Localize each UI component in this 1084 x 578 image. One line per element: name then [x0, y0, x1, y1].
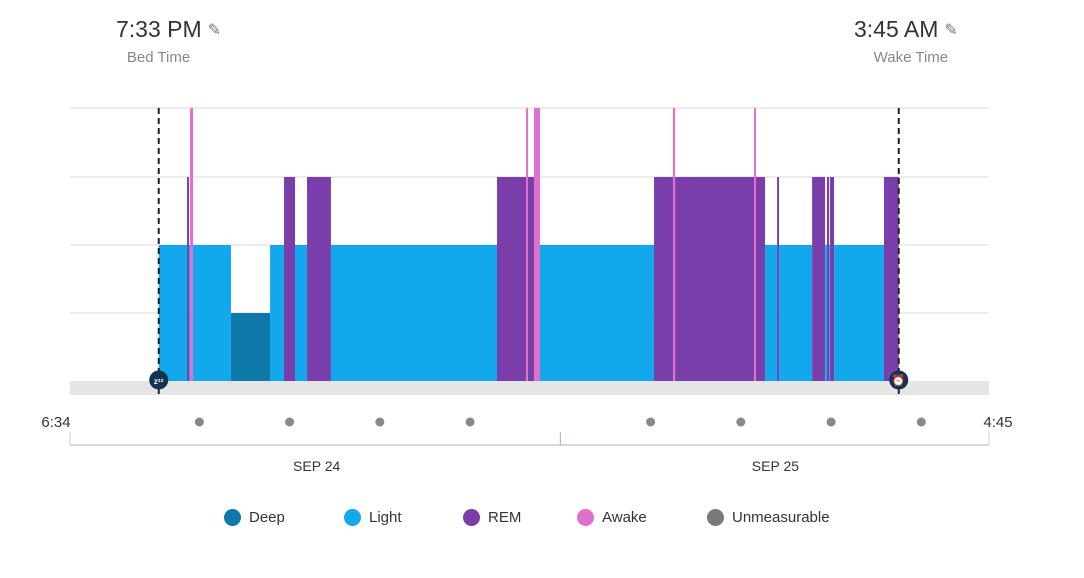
sleep-stage-chart: zᶻᶻ ⏰ 6:34 4:45 SEP 24 SEP 25	[41, 107, 1013, 474]
segment-awake	[754, 108, 757, 381]
segment-light	[825, 245, 828, 381]
segment-light	[188, 245, 191, 381]
wake-time-value: 3:45 AM	[854, 16, 939, 42]
legend-item-unmeasurable[interactable]: Unmeasurable	[707, 509, 830, 526]
segment-light	[540, 245, 655, 381]
legend-item-deep[interactable]: Deep	[224, 509, 285, 526]
segment-rem	[830, 177, 835, 381]
legend-label: Awake	[602, 509, 647, 526]
segment-awake	[534, 108, 541, 381]
legend-label: Light	[369, 509, 402, 526]
legend-label: REM	[488, 509, 522, 526]
segment-light	[158, 245, 188, 381]
legend-label: Unmeasurable	[732, 509, 830, 526]
segment-awake	[672, 108, 676, 381]
hour-dot	[646, 417, 656, 427]
baseline-band	[70, 381, 989, 395]
legend-item-light[interactable]: Light	[344, 509, 402, 526]
date-label: SEP 24	[293, 458, 340, 474]
legend-item-awake[interactable]: Awake	[577, 509, 647, 526]
hour-dot	[375, 417, 385, 427]
hour-dot	[736, 417, 746, 427]
segment-rem	[812, 177, 826, 381]
hour-dot	[194, 417, 204, 427]
segment-rem	[675, 177, 755, 381]
hour-dot	[826, 417, 836, 427]
segment-rem	[527, 177, 535, 381]
segment-rem	[654, 177, 673, 381]
segment-deep	[230, 313, 271, 381]
segment-awake	[190, 108, 194, 381]
segment-light	[834, 245, 885, 381]
date-label: SEP 25	[752, 458, 799, 474]
segment-light	[193, 245, 231, 381]
legend-label: Deep	[249, 509, 285, 526]
sleep-zzz-glyph: zᶻᶻ	[154, 377, 164, 386]
segment-rem	[497, 177, 527, 381]
segment-light	[270, 245, 285, 381]
legend-swatch-icon	[463, 509, 480, 526]
segment-light	[765, 245, 778, 381]
segment-rem	[827, 177, 830, 381]
bed-time-label: Bed Time	[126, 49, 191, 66]
legend-swatch-icon	[344, 509, 361, 526]
pencil-icon[interactable]: ✎	[207, 21, 222, 39]
segment-light	[829, 245, 831, 381]
legend-item-rem[interactable]: REM	[463, 509, 521, 526]
legend-swatch-icon	[577, 509, 594, 526]
hour-dot	[916, 417, 926, 427]
hour-dot	[465, 417, 475, 427]
hour-dot	[285, 417, 295, 427]
segment-light	[295, 245, 308, 381]
bed-time-block: 7:33 PM ✎ Bed Time	[116, 16, 221, 66]
legend-swatch-icon	[707, 509, 724, 526]
axis-start-label: 6:34	[41, 414, 70, 431]
alarm-clock-icon	[889, 370, 909, 390]
pencil-icon[interactable]: ✎	[944, 21, 958, 39]
legend-swatch-icon	[224, 509, 241, 526]
wake-time-block: 3:45 AM ✎ Wake Time	[854, 16, 958, 66]
segment-rem	[307, 177, 331, 381]
alarm-clock-icon-glyph: ⏰	[892, 373, 906, 387]
segment-rem	[884, 177, 899, 381]
segment-rem	[284, 177, 296, 381]
segment-rem	[756, 177, 766, 381]
axis-end-label: 4:45	[983, 414, 1012, 431]
segment-rem	[187, 177, 189, 381]
segment-light	[779, 245, 813, 381]
segment-awake	[526, 108, 528, 381]
wake-time-label: Wake Time	[873, 49, 949, 66]
sleep-zzz-icon	[149, 370, 169, 390]
bed-time-value: 7:33 PM	[116, 16, 202, 42]
segment-light	[330, 245, 498, 381]
segment-rem	[777, 177, 780, 381]
